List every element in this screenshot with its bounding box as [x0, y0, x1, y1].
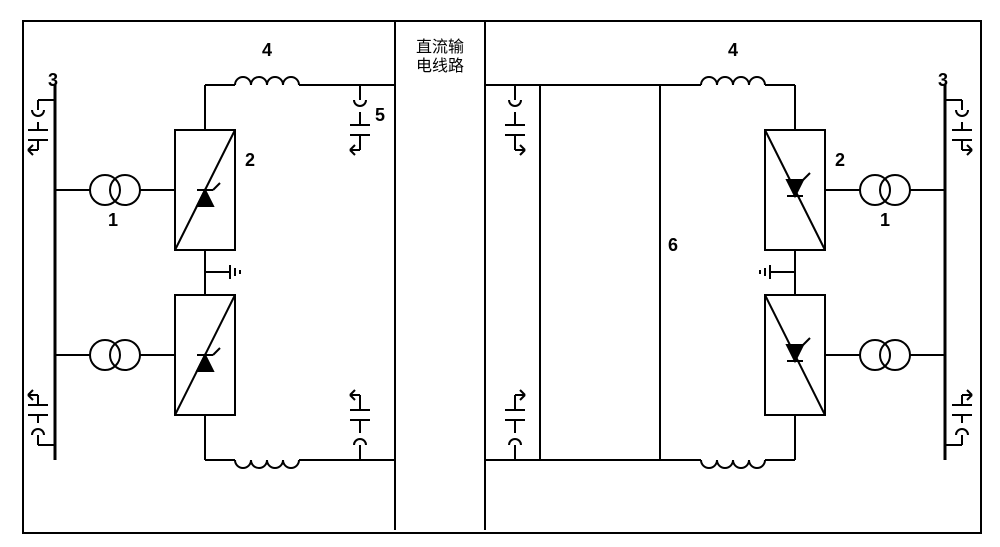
- label-2-left: 2: [245, 150, 255, 171]
- center-label-top: 直流输: [416, 39, 464, 56]
- label-6: 6: [668, 235, 678, 256]
- label-3-left: 3: [48, 70, 58, 91]
- center-label: 直流输 电线路: [410, 38, 470, 76]
- label-2-right: 2: [835, 150, 845, 171]
- label-1-right: 1: [880, 210, 890, 231]
- label-4-right: 4: [728, 40, 738, 61]
- label-4-left: 4: [262, 40, 272, 61]
- circuit-svg: [0, 0, 1000, 547]
- label-1-left: 1: [108, 210, 118, 231]
- center-label-bottom: 电线路: [416, 58, 464, 75]
- diagram-container: 3 1 2 4 5 3 1 2 4 6 直流输 电线路: [0, 0, 1000, 547]
- label-5: 5: [375, 105, 385, 126]
- label-3-right: 3: [938, 70, 948, 91]
